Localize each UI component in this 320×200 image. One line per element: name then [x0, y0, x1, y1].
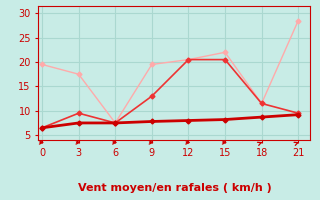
X-axis label: Vent moyen/en rafales ( km/h ): Vent moyen/en rafales ( km/h ) — [77, 183, 271, 193]
